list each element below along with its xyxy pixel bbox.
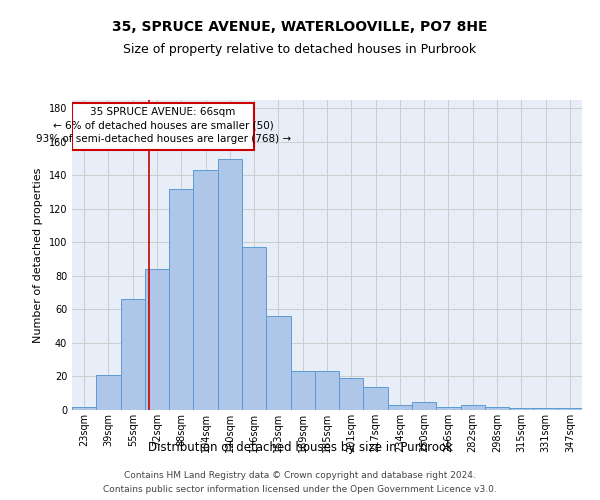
Bar: [169, 189, 193, 410]
Bar: [485, 406, 509, 410]
Text: 35, SPRUCE AVENUE, WATERLOOVILLE, PO7 8HE: 35, SPRUCE AVENUE, WATERLOOVILLE, PO7 8H…: [112, 20, 488, 34]
Bar: [193, 170, 218, 410]
Bar: [509, 408, 533, 410]
Bar: [388, 405, 412, 410]
Bar: [436, 406, 461, 410]
Text: Contains public sector information licensed under the Open Government Licence v3: Contains public sector information licen…: [103, 484, 497, 494]
Bar: [339, 378, 364, 410]
Text: Contains HM Land Registry data © Crown copyright and database right 2024.: Contains HM Land Registry data © Crown c…: [124, 472, 476, 480]
Text: ← 6% of detached houses are smaller (50): ← 6% of detached houses are smaller (50): [53, 120, 274, 130]
Bar: [218, 158, 242, 410]
Bar: [72, 406, 96, 410]
Bar: [242, 248, 266, 410]
Text: Distribution of detached houses by size in Purbrook: Distribution of detached houses by size …: [148, 441, 452, 454]
Bar: [558, 408, 582, 410]
Bar: [266, 316, 290, 410]
Bar: [145, 269, 169, 410]
Text: 93% of semi-detached houses are larger (768) →: 93% of semi-detached houses are larger (…: [35, 134, 290, 143]
Text: Size of property relative to detached houses in Purbrook: Size of property relative to detached ho…: [124, 42, 476, 56]
Bar: [364, 386, 388, 410]
Bar: [72, 104, 254, 150]
Bar: [121, 300, 145, 410]
Bar: [96, 375, 121, 410]
Bar: [412, 402, 436, 410]
Bar: [290, 372, 315, 410]
Text: 35 SPRUCE AVENUE: 66sqm: 35 SPRUCE AVENUE: 66sqm: [91, 106, 236, 117]
Bar: [461, 405, 485, 410]
Bar: [533, 408, 558, 410]
Bar: [315, 372, 339, 410]
Y-axis label: Number of detached properties: Number of detached properties: [33, 168, 43, 342]
